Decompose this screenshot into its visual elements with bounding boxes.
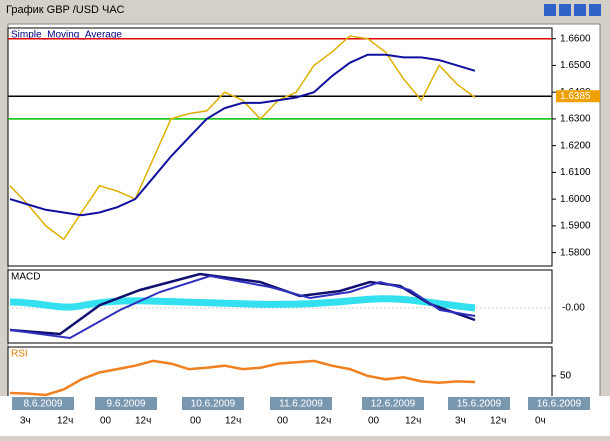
current-price: 1.6385	[560, 91, 591, 102]
date-box	[448, 397, 510, 410]
hour-label: 12ч	[490, 416, 506, 427]
date-box	[95, 397, 157, 410]
date-label: 12.6.2009	[371, 399, 416, 410]
hour-label: 00	[368, 416, 380, 427]
y-tick-label: 1.5900	[560, 221, 591, 232]
price-label-box	[556, 90, 600, 103]
date-label: 9.6.2009	[107, 399, 146, 410]
hour-label: 12ч	[405, 416, 421, 427]
hour-label: 3ч	[455, 416, 466, 427]
panel-label: Simple_Moving_Average	[11, 30, 122, 41]
date-label: 8.6.2009	[24, 399, 63, 410]
hour-label: 00	[190, 416, 202, 427]
hour-label: 3ч	[20, 416, 31, 427]
title-bar	[0, 0, 610, 20]
y-tick-label: 1.6000	[560, 194, 591, 205]
y-tick-label: 1.6600	[560, 33, 591, 44]
hour-label: 12ч	[225, 416, 241, 427]
sma-line	[9, 53, 476, 217]
chart-area	[7, 23, 601, 431]
hour-label: 12ч	[315, 416, 331, 427]
date-box	[182, 397, 244, 410]
hour-label: 12ч	[135, 416, 151, 427]
main-panel	[7, 27, 553, 267]
date-label: 10.6.2009	[191, 399, 236, 410]
panel-label: RSI	[11, 349, 28, 360]
window-title: График GBP /USD ЧАС	[6, 4, 124, 16]
y-tick-label: 1.6300	[560, 114, 591, 125]
hour-label: 0ч	[535, 416, 546, 427]
date-box	[528, 397, 590, 410]
close-button[interactable]	[589, 4, 601, 16]
hour-label: 12ч	[57, 416, 73, 427]
date-box	[12, 397, 74, 410]
price-line	[9, 35, 476, 241]
date-label: 11.6.2009	[279, 399, 323, 410]
y-tick-label: 50	[560, 371, 572, 382]
y-tick-label: -0.00	[562, 303, 585, 314]
hour-label: 00	[100, 416, 112, 427]
y-tick-label: 1.6100	[560, 167, 591, 178]
hour-label: 00	[277, 416, 289, 427]
panel-label: MACD	[11, 272, 40, 283]
button[interactable]	[559, 4, 571, 16]
macd-histogram	[9, 295, 476, 312]
date-box	[270, 397, 332, 410]
rsi-line	[9, 359, 476, 397]
y-tick-label: 1.5800	[560, 247, 591, 258]
y-tick-label: 1.6500	[560, 60, 591, 71]
y-tick-label: 1.6200	[560, 140, 591, 151]
date-box	[362, 397, 424, 410]
date-label: 16.6.2009	[537, 399, 582, 410]
button[interactable]	[574, 4, 586, 16]
signal-line	[9, 274, 476, 340]
date-label: 15.6.2009	[457, 399, 502, 410]
macd-panel	[7, 269, 553, 344]
button[interactable]	[544, 4, 556, 16]
